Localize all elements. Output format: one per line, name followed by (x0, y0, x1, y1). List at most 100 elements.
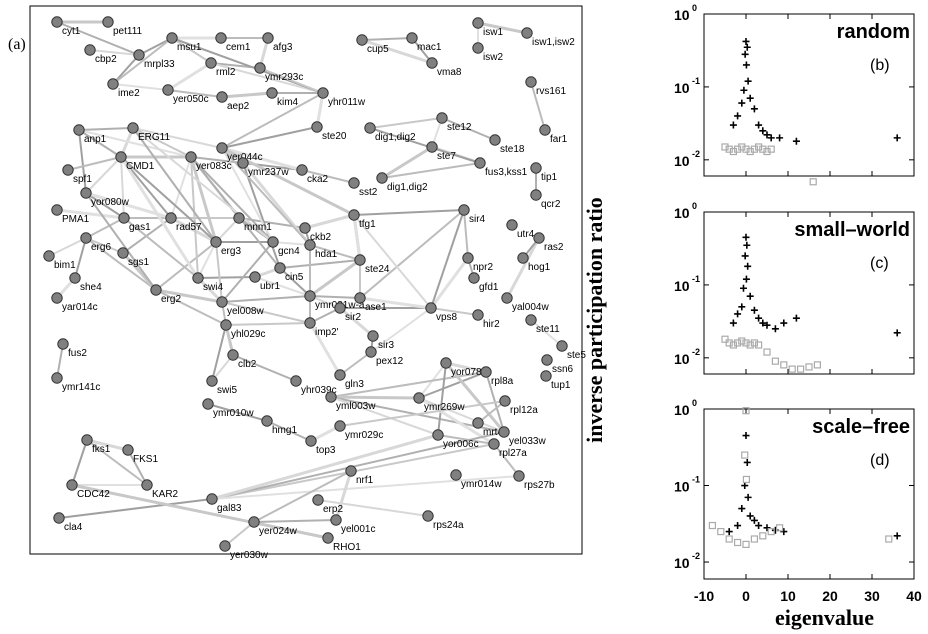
network-edge (430, 307, 479, 316)
network-node (117, 247, 129, 259)
network-edge (78, 129, 122, 158)
network-node-label: far1 (550, 134, 568, 145)
network-node-label: vma8 (437, 67, 462, 78)
data-point-square (763, 348, 771, 356)
network-node-label: ste24 (365, 264, 390, 275)
network-edge (170, 156, 192, 219)
data-point-plus (755, 121, 763, 129)
network-node (472, 309, 484, 321)
data-point-square (767, 145, 775, 153)
x-tick-label: 10 (780, 588, 796, 604)
network-edge (67, 156, 122, 171)
network-node (304, 317, 316, 329)
data-point-plus (734, 310, 742, 318)
network-edge (279, 259, 361, 269)
plot-frame (703, 408, 915, 580)
data-point-plus (741, 482, 749, 490)
network-node (480, 366, 492, 378)
network-edge (279, 267, 311, 297)
network-node-label: ste18 (500, 144, 525, 155)
network-edge (132, 127, 274, 243)
network-node-label: yhr011w (328, 97, 366, 108)
network-edge (85, 237, 157, 291)
network-edge (86, 439, 148, 486)
network-edge (221, 92, 324, 149)
data-point-plus (725, 528, 733, 536)
data-point-square (755, 341, 763, 349)
network-node-label: dig1,dig2 (387, 182, 428, 193)
data-point-square (733, 339, 742, 347)
network-node (348, 177, 360, 189)
panel-a-label: (a) (8, 36, 26, 53)
network-edge (171, 37, 212, 64)
network-node-label: CMD1 (126, 161, 155, 172)
network-edge (369, 117, 443, 129)
data-point-square (805, 363, 813, 371)
network-node (367, 330, 379, 342)
data-point-square (763, 147, 771, 156)
network-node-label: vps8 (436, 312, 458, 323)
network-node (506, 219, 518, 231)
network-edge (78, 129, 87, 194)
network-edge (85, 217, 125, 239)
network-node (215, 32, 227, 44)
network-node (185, 151, 197, 163)
network-node (356, 34, 368, 46)
network-node-label: FKS1 (133, 454, 158, 465)
network-node-label: kim4 (277, 97, 299, 108)
network-node (354, 292, 366, 304)
network-node (304, 290, 316, 302)
data-point-square (742, 145, 750, 153)
network-edge (132, 127, 223, 149)
panel-label: (c) (870, 255, 889, 272)
network-edge (315, 92, 325, 128)
data-point-square (721, 143, 729, 151)
network-node (450, 469, 462, 481)
data-point-square (729, 341, 738, 349)
network-node (354, 254, 366, 266)
network-node-label: yhr039c (301, 385, 337, 396)
network-node-label: cla4 (64, 522, 83, 533)
network-node-label: mac1 (417, 42, 442, 53)
data-point-square (759, 532, 767, 540)
network-edge (120, 156, 172, 219)
network-edge (56, 343, 64, 379)
network-node (426, 141, 438, 153)
network-node (69, 272, 81, 284)
network-edge (477, 21, 528, 35)
panel-title: scale–free (812, 416, 910, 438)
network-node (513, 470, 525, 482)
network-node-label: ymr010w (213, 408, 254, 419)
network-node (296, 164, 308, 176)
network-node-label: ymr293c (265, 72, 303, 83)
network-node (312, 494, 324, 506)
network-edge (221, 126, 318, 149)
network-edge (445, 361, 487, 374)
network-edge (304, 213, 355, 230)
network-node (334, 369, 346, 381)
network-node (57, 338, 69, 350)
network-edge (119, 156, 200, 279)
network-node (216, 296, 228, 308)
network-edge (477, 400, 506, 424)
data-point-plus (792, 137, 800, 145)
network-node-label: yar014c (62, 302, 98, 313)
network-node-label: yor006c (443, 439, 479, 450)
data-point-plus (740, 86, 748, 94)
network-node (348, 209, 360, 221)
network-node (165, 212, 177, 224)
network-node-label: cin5 (285, 272, 304, 283)
network-node-label: yer030w (230, 550, 269, 561)
network-node-label: isw1 (483, 27, 503, 38)
network-node (311, 121, 323, 133)
network-edge (210, 62, 324, 94)
y-tick-exponent: 0 (692, 398, 697, 408)
network-node (330, 514, 342, 526)
network-edge (254, 276, 311, 297)
network-edge (85, 237, 124, 254)
data-point-square (750, 535, 759, 543)
data-point-plus (746, 292, 754, 300)
network-node (365, 346, 377, 358)
network-node-label: swi5 (217, 385, 237, 396)
y-tick-exponent: -2 (692, 149, 700, 159)
